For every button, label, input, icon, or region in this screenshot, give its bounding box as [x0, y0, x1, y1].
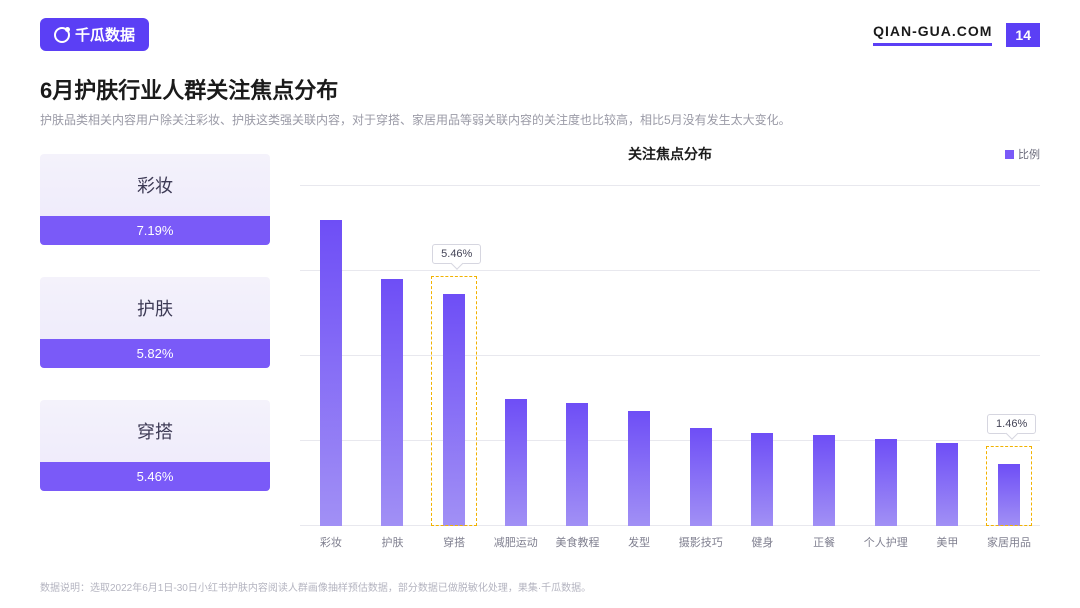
- bar-col: [301, 220, 361, 526]
- bars-row: [300, 186, 1040, 526]
- x-label: 健身: [732, 534, 792, 550]
- bar: [813, 435, 835, 526]
- header-right: QIAN-GUA.COM 14: [873, 23, 1040, 47]
- x-labels: 彩妆护肤穿搭减肥运动美食教程发型摄影技巧健身正餐个人护理美甲家居用品: [300, 534, 1040, 550]
- bar-col: [362, 279, 422, 526]
- x-label: 个人护理: [856, 534, 916, 550]
- page-number: 14: [1006, 23, 1040, 47]
- bar-col: [609, 411, 669, 526]
- x-label: 穿搭: [424, 534, 484, 550]
- card-label: 护肤: [40, 295, 270, 321]
- chart-wrap: 关注焦点分布 比例 彩妆护肤穿搭减肥运动美食教程发型摄影技巧健身正餐个人护理美甲…: [300, 144, 1040, 550]
- chart-title: 关注焦点分布: [300, 144, 1040, 164]
- bar: [998, 464, 1020, 526]
- bar-col: [794, 435, 854, 526]
- side-cards: 彩妆 7.19% 护肤 5.82% 穿搭 5.46%: [40, 144, 270, 550]
- bar-col: [671, 428, 731, 526]
- callout: 1.46%: [987, 414, 1036, 434]
- x-label: 护肤: [362, 534, 422, 550]
- content-row: 彩妆 7.19% 护肤 5.82% 穿搭 5.46% 关注焦点分布 比例 彩妆护…: [0, 134, 1080, 550]
- x-label: 摄影技巧: [671, 534, 731, 550]
- x-label: 减肥运动: [486, 534, 546, 550]
- card-0: 彩妆 7.19%: [40, 154, 270, 245]
- bar: [566, 403, 588, 526]
- card-label: 穿搭: [40, 418, 270, 444]
- card-value: 5.46%: [40, 462, 270, 491]
- card-label: 彩妆: [40, 172, 270, 198]
- header: 千瓜数据 QIAN-GUA.COM 14: [0, 0, 1080, 51]
- chart-legend: 比例: [1005, 146, 1040, 162]
- logo-icon: [54, 27, 70, 43]
- bar-col: [486, 399, 546, 527]
- site-url: QIAN-GUA.COM: [873, 23, 992, 46]
- bar-col: [856, 439, 916, 526]
- bar: [628, 411, 650, 526]
- title-block: 6月护肤行业人群关注焦点分布 护肤品类相关内容用户除关注彩妆、护肤这类强关联内容…: [0, 51, 1080, 134]
- bar: [381, 279, 403, 526]
- x-label: 正餐: [794, 534, 854, 550]
- bar: [875, 439, 897, 526]
- bar: [443, 294, 465, 526]
- page-subtitle: 护肤品类相关内容用户除关注彩妆、护肤这类强关联内容，对于穿搭、家居用品等弱关联内…: [40, 111, 1040, 128]
- x-label: 彩妆: [301, 534, 361, 550]
- chart-area: 彩妆护肤穿搭减肥运动美食教程发型摄影技巧健身正餐个人护理美甲家居用品 5.46% 1…: [300, 170, 1040, 550]
- bar-col: [732, 433, 792, 527]
- bar: [505, 399, 527, 527]
- bar: [936, 443, 958, 526]
- bar-col: [424, 294, 484, 526]
- logo-text: 千瓜数据: [75, 24, 135, 45]
- legend-swatch-icon: [1005, 150, 1014, 159]
- x-label: 发型: [609, 534, 669, 550]
- legend-label: 比例: [1018, 146, 1040, 162]
- bar-col: [547, 403, 607, 526]
- bar-col: [979, 464, 1039, 526]
- card-value: 7.19%: [40, 216, 270, 245]
- footnote: 数据说明：选取2022年6月1日-30日小红书护肤内容阅读人群画像抽样预估数据，…: [40, 579, 591, 594]
- bar: [690, 428, 712, 526]
- x-label: 家居用品: [979, 534, 1039, 550]
- bar-col: [917, 443, 977, 526]
- logo-badge: 千瓜数据: [40, 18, 149, 51]
- card-1: 护肤 5.82%: [40, 277, 270, 368]
- x-label: 美食教程: [547, 534, 607, 550]
- x-label: 美甲: [917, 534, 977, 550]
- card-2: 穿搭 5.46%: [40, 400, 270, 491]
- page-title: 6月护肤行业人群关注焦点分布: [40, 73, 1040, 105]
- card-value: 5.82%: [40, 339, 270, 368]
- bar: [751, 433, 773, 527]
- bar: [320, 220, 342, 526]
- callout: 5.46%: [432, 244, 481, 264]
